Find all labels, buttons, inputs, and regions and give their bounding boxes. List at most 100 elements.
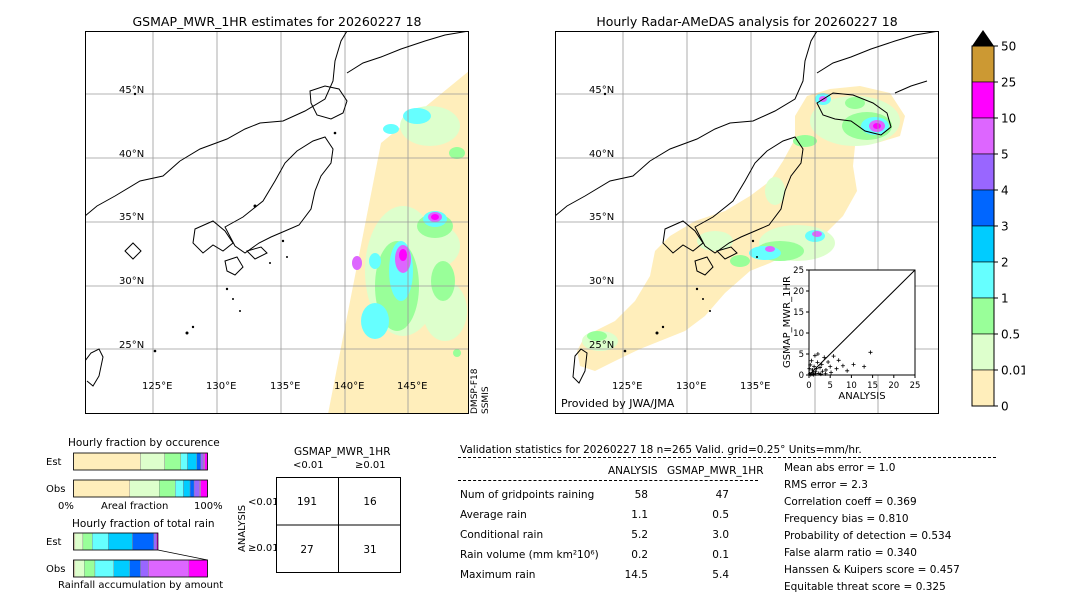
- colorbar-arrow: [972, 30, 994, 46]
- contingency-grid: 191 16 27 31: [276, 477, 401, 573]
- scatter-ytick-label: 20: [793, 287, 804, 297]
- bar-segment: [73, 452, 141, 471]
- bar-segment: [94, 559, 114, 578]
- bar-segment: [200, 479, 208, 498]
- scatter-point: [834, 366, 839, 371]
- right-map-title: Hourly Radar-AMeDAS analysis for 2026022…: [596, 14, 898, 29]
- right-lat-label-45: 45°N: [589, 85, 615, 96]
- bar-segment: [180, 452, 188, 471]
- bar-outline: [73, 559, 208, 578]
- contingency-cell-2-2: 31: [363, 544, 376, 556]
- colorbar-label: 5: [1001, 148, 1009, 162]
- colorbar-box: [971, 297, 995, 335]
- colorbar-box: [971, 117, 995, 155]
- left-lon-label-145: 145°E: [397, 381, 428, 392]
- right-map-coverage: [577, 86, 905, 371]
- validation-row-analysis: 58: [634, 489, 648, 501]
- right-lon-label-130: 130°E: [676, 381, 707, 392]
- scatter-ytick-label: 0: [799, 371, 804, 381]
- scatter-point: [851, 362, 856, 367]
- scatter-point: [816, 371, 821, 376]
- validation-row-label: Conditional rain: [460, 529, 544, 541]
- scatter-point: [862, 364, 867, 369]
- colorbar-box: [971, 369, 995, 407]
- colorbar-label: 4: [1001, 184, 1009, 198]
- validation-row-gsmap: 0.5: [712, 509, 729, 521]
- contingency-cell-1-1: 191: [297, 496, 317, 508]
- scatter-point: [815, 360, 820, 365]
- validation-row-label: Rain volume (mm km²10⁶): [460, 549, 599, 561]
- right-map-coastline: [555, 31, 939, 384]
- colorbar-label: 1: [1001, 292, 1009, 306]
- left-map-coastline: [85, 31, 469, 387]
- scatter-point: [807, 366, 812, 371]
- right-lon-label-135: 135°E: [740, 381, 771, 392]
- scatter-ytick-label: 15: [793, 308, 804, 318]
- bar-segment: [175, 479, 184, 498]
- scatter-point: [822, 355, 827, 360]
- scatter-point: [809, 358, 814, 363]
- score-rms-error: RMS error = 2.3: [784, 479, 868, 491]
- scatter-point: [828, 364, 833, 369]
- scatter-point: [868, 350, 873, 355]
- contingency-col-label-2: ≥0.01: [355, 460, 386, 471]
- occurrence-row-est: Est: [46, 457, 62, 468]
- scatter-ylabel: GSMAP_MWR_1HR: [782, 276, 793, 368]
- left-lat-label-45: 45°N: [119, 85, 145, 96]
- bar-segment: [73, 479, 130, 498]
- left-map-gridlines: [85, 31, 469, 414]
- scatter-diagonal: [808, 269, 916, 376]
- validation-row-label: Average rain: [460, 509, 527, 521]
- satellite-label-1: DMSP-F18: [470, 368, 480, 414]
- validation-row-analysis: 1.1: [631, 509, 648, 521]
- colorbar-box: [971, 225, 995, 263]
- bar-segment: [153, 532, 157, 551]
- bar-segment: [187, 452, 197, 471]
- bar-segment: [148, 559, 189, 578]
- bar-segment: [74, 559, 85, 578]
- bar-segment: [159, 479, 176, 498]
- bar-segment: [199, 479, 201, 498]
- left-map-title: GSMAP_MWR_1HR estimates for 20260227 18: [132, 14, 422, 29]
- colorbar-label: 0: [1001, 400, 1009, 414]
- bar-segment: [188, 559, 208, 578]
- right-lat-label-35: 35°N: [589, 212, 615, 223]
- scatter-point: [820, 369, 825, 374]
- scatter-ytick-label: 5: [799, 350, 804, 360]
- scatter-point: [840, 363, 845, 368]
- score-far: False alarm ratio = 0.340: [784, 547, 917, 559]
- bar-segment: [113, 559, 130, 578]
- colorbar-box: [971, 45, 995, 83]
- left-lon-label-135: 135°E: [270, 381, 301, 392]
- scatter-point: [815, 352, 820, 356]
- contingency-side-label: ANALYSIS: [237, 504, 248, 552]
- validation-header: Validation statistics for 20260227 18 n=…: [460, 444, 862, 456]
- contingency-cell-2-1: 27: [300, 544, 313, 556]
- scatter-point: [812, 353, 817, 358]
- bar-segment: [183, 479, 191, 498]
- colorbar-box: [971, 333, 995, 371]
- score-hk: Hanssen & Kuipers score = 0.457: [784, 564, 960, 576]
- scatter-ytick-label: 10: [793, 329, 804, 339]
- score-mean-abs-error: Mean abs error = 1.0: [784, 462, 896, 474]
- validation-row-gsmap: 47: [715, 489, 729, 501]
- contingency-row-label-2: ≥0.01: [248, 543, 279, 554]
- scatter-point: [813, 369, 818, 374]
- bar-segment: [164, 452, 181, 471]
- satellite-label-2: SSMIS: [481, 386, 491, 414]
- scatter-point: [813, 371, 818, 376]
- right-lat-label-40: 40°N: [589, 149, 615, 160]
- right-map-islands: [603, 92, 758, 353]
- validation-divider-top: [458, 457, 996, 458]
- bar-outline: [73, 532, 159, 551]
- credit-label: Provided by JWA/JMA: [561, 397, 675, 410]
- scatter-point: [826, 359, 831, 364]
- occurrence-xlabel-right: 100%: [194, 501, 223, 512]
- right-lat-label-25: 25°N: [589, 340, 615, 351]
- bar-segment: [140, 559, 149, 578]
- score-frequency-bias: Frequency bias = 0.810: [784, 513, 909, 525]
- scatter-xtick-label: 5: [827, 381, 832, 391]
- score-correlation: Correlation coeff = 0.369: [784, 496, 917, 508]
- scatter-point: [823, 367, 828, 372]
- bar-segment: [92, 532, 109, 551]
